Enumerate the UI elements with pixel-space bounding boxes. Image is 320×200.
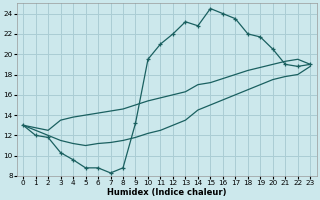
- X-axis label: Humidex (Indice chaleur): Humidex (Indice chaleur): [107, 188, 227, 197]
